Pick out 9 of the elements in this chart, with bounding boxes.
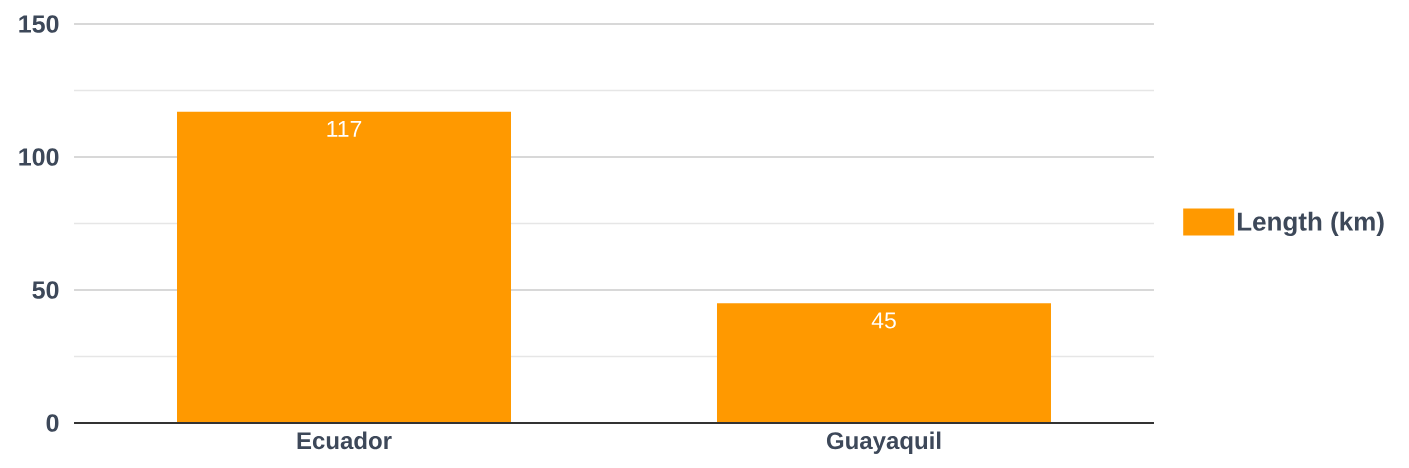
y-tick-label: 150 [19,15,59,33]
data-label: 117 [327,120,362,137]
y-tick-label: 0 [46,414,59,432]
y-tick-label: 100 [19,148,59,166]
x-tick-label: Ecuador [297,431,392,450]
data-label: 45 [871,312,896,329]
y-tick-label: 50 [32,281,59,299]
x-tick-label: Guayaquil [826,431,941,454]
legend-label: Length (km) [1237,211,1384,237]
